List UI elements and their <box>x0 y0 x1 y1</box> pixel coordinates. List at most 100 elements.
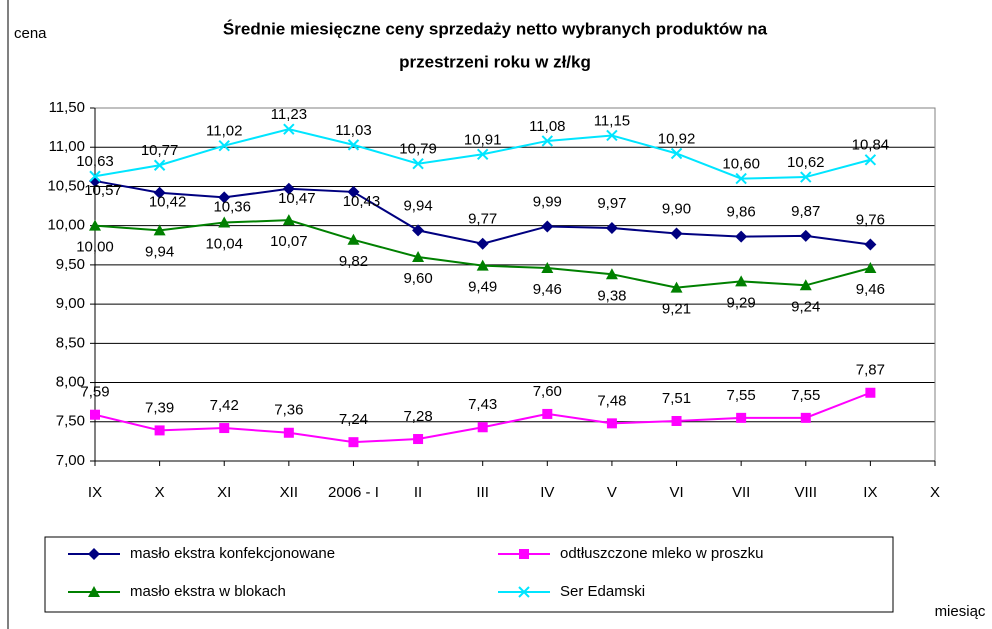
y-tick-label: 10,50 <box>47 177 85 194</box>
legend-label: odtłuszczone mleko w proszku <box>560 545 763 562</box>
marker <box>671 415 682 426</box>
marker <box>153 186 166 199</box>
marker <box>799 229 812 242</box>
marker <box>476 259 489 271</box>
marker <box>347 233 360 245</box>
x-tick-label: II <box>413 484 423 501</box>
y-tick-label: 8,00 <box>56 374 85 391</box>
data-label: 9,99 <box>533 193 562 210</box>
marker <box>282 214 295 226</box>
marker <box>348 437 359 448</box>
data-label: 9,94 <box>145 243 174 260</box>
chart-title: przestrzeni roku w zł/kg <box>399 52 591 71</box>
x-tick-label: VI <box>669 484 684 501</box>
marker <box>800 171 812 183</box>
data-label: 9,21 <box>662 301 691 318</box>
data-label: 10,63 <box>76 153 114 170</box>
y-tick-label: 9,00 <box>56 295 85 312</box>
marker <box>606 418 617 429</box>
data-label: 9,24 <box>791 298 820 315</box>
marker <box>541 262 554 274</box>
marker <box>735 275 748 287</box>
data-label: 9,49 <box>468 279 497 296</box>
legend-label: Ser Edamski <box>560 583 645 600</box>
data-label: 10,60 <box>722 156 760 173</box>
data-label: 10,92 <box>658 130 696 147</box>
marker <box>518 586 530 598</box>
y-axis-label: cena <box>14 25 47 42</box>
data-label: 7,42 <box>210 397 239 414</box>
data-label: 9,76 <box>856 211 885 228</box>
x-tick-label: III <box>476 484 489 501</box>
data-label: 10,77 <box>141 142 179 159</box>
legend-label: masło ekstra konfekcjonowane <box>130 545 335 562</box>
marker <box>412 224 425 237</box>
data-label: 9,82 <box>339 253 368 270</box>
marker <box>864 238 877 251</box>
data-label: 7,51 <box>662 390 691 407</box>
y-tick-label: 7,00 <box>56 452 85 469</box>
marker <box>218 139 230 152</box>
marker <box>864 262 877 274</box>
x-tick-label: V <box>606 484 617 501</box>
data-label: 10,62 <box>787 154 825 171</box>
x-tick-label: 2006 - I <box>328 484 379 501</box>
legend-box <box>44 536 894 613</box>
data-label: 10,79 <box>399 141 437 158</box>
data-label: 9,77 <box>468 211 497 228</box>
data-label: 10,84 <box>852 137 890 154</box>
data-label: 7,43 <box>468 396 497 413</box>
data-label: 10,47 <box>278 190 316 207</box>
marker <box>153 224 166 236</box>
data-label: 7,60 <box>533 383 562 400</box>
marker <box>519 549 529 559</box>
marker <box>282 182 295 195</box>
marker <box>864 154 877 166</box>
marker <box>670 147 683 160</box>
marker <box>542 408 553 419</box>
data-label: 7,55 <box>727 387 756 404</box>
data-label: 11,03 <box>335 122 371 139</box>
marker <box>541 135 554 147</box>
data-label: 7,87 <box>856 362 885 379</box>
y-tick-label: 9,50 <box>56 256 85 273</box>
data-label: 9,46 <box>856 281 885 298</box>
data-label: 7,24 <box>339 411 368 428</box>
marker <box>736 412 747 423</box>
marker <box>735 172 747 185</box>
y-tick-label: 10,00 <box>47 217 85 234</box>
y-tick-label: 8,50 <box>56 334 85 351</box>
data-label: 9,60 <box>403 270 432 287</box>
marker <box>413 434 424 445</box>
series-line <box>94 219 871 289</box>
marker <box>477 422 488 433</box>
marker <box>219 423 230 434</box>
data-label: 9,38 <box>597 287 626 304</box>
data-label: 9,46 <box>533 281 562 298</box>
x-tick-label: IV <box>540 484 555 501</box>
marker <box>153 159 166 171</box>
marker <box>476 148 489 160</box>
x-axis-label: miesiąc <box>935 603 986 620</box>
data-label: 10,42 <box>149 194 187 211</box>
data-label: 7,59 <box>80 384 109 401</box>
data-label: 9,94 <box>403 197 432 214</box>
x-tick-label: X <box>929 484 940 501</box>
marker <box>476 237 489 250</box>
data-label: 10,36 <box>213 198 251 215</box>
marker <box>541 220 554 233</box>
marker <box>605 268 618 280</box>
marker <box>218 191 231 204</box>
marker <box>799 279 812 291</box>
marker <box>865 387 876 398</box>
marker <box>670 227 683 240</box>
y-tick-label: 11,50 <box>49 99 85 116</box>
data-label: 10,91 <box>464 131 502 148</box>
data-label: 9,90 <box>662 200 691 217</box>
data-label: 10,04 <box>205 235 243 252</box>
marker <box>88 586 100 597</box>
y-tick-label: 7,50 <box>56 413 85 430</box>
marker <box>800 412 811 423</box>
